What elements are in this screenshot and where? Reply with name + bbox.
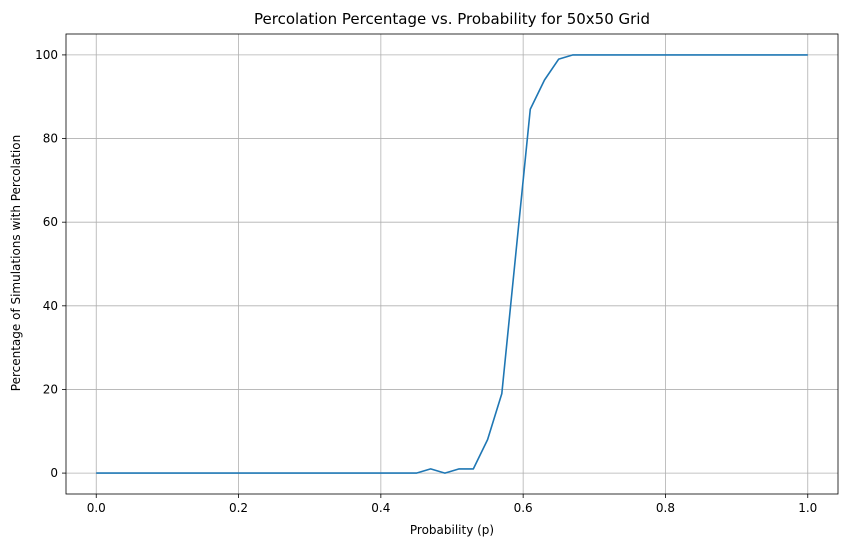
y-axis-label: Percentage of Simulations with Percolati… <box>9 135 23 391</box>
chart-title: Percolation Percentage vs. Probability f… <box>254 10 650 28</box>
x-axis-label: Probability (p) <box>410 523 494 537</box>
x-tick-label: 0.8 <box>656 501 675 515</box>
series-line <box>96 54 808 474</box>
x-axis: 0.0 0.2 0.4 0.6 0.8 1.0 <box>87 494 817 515</box>
y-tick-label: 60 <box>43 215 58 229</box>
grid <box>66 34 838 494</box>
plot-area <box>65 33 839 495</box>
x-tick-label: 0.6 <box>514 501 533 515</box>
y-tick-label: 0 <box>50 466 58 480</box>
y-tick-label: 80 <box>43 132 58 146</box>
x-tick-label: 0.0 <box>87 501 106 515</box>
y-tick-label: 20 <box>43 382 58 396</box>
x-tick-label: 0.4 <box>371 501 390 515</box>
y-tick-label: 100 <box>35 48 58 62</box>
y-axis: 0 20 40 60 80 100 <box>35 48 66 480</box>
y-tick-label: 40 <box>43 299 58 313</box>
x-tick-label: 1.0 <box>798 501 817 515</box>
x-tick-label: 0.2 <box>229 501 248 515</box>
axes-frame <box>65 33 839 495</box>
